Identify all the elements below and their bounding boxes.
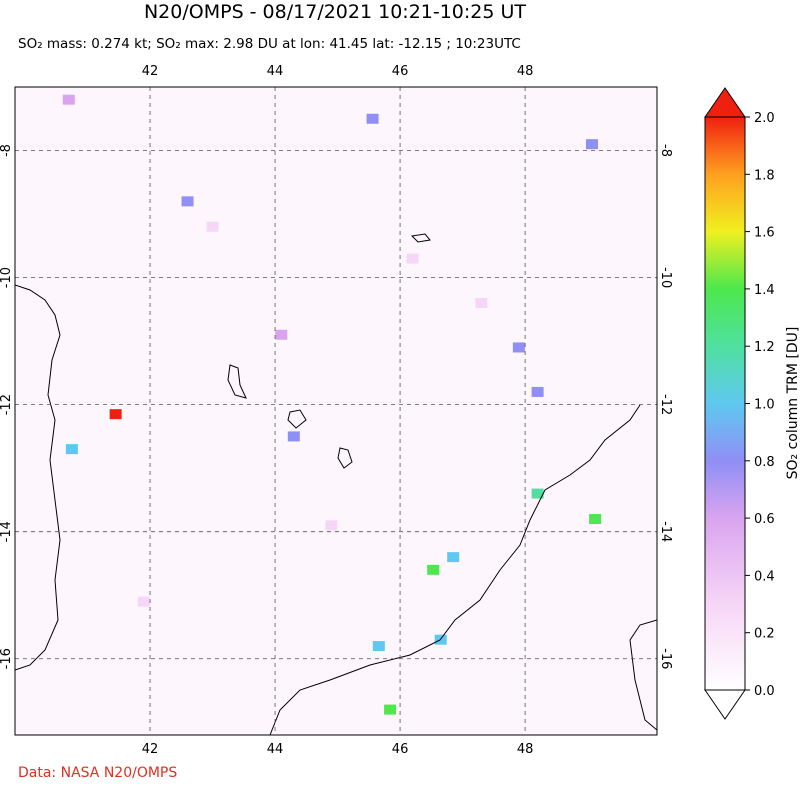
so2-pixel — [62, 94, 75, 105]
so2-pixel — [275, 329, 288, 340]
map-frame — [14, 86, 658, 736]
y-tick-label: -10 — [658, 267, 673, 288]
colorbar-tick-label: 1.8 — [754, 168, 775, 183]
colorbar-tick-label: 1.2 — [754, 340, 775, 355]
so2-pixel — [427, 564, 440, 575]
y-tick-label: -12 — [0, 394, 14, 415]
so2-pixel — [589, 514, 602, 524]
y-tick-label: -12 — [658, 394, 673, 415]
so2-pixel — [372, 641, 385, 652]
colorbar-tick-label: 0.2 — [754, 627, 775, 642]
y-tick-label: -14 — [658, 521, 673, 542]
colorbar-tick-label: 0.6 — [754, 512, 775, 527]
colorbar-tick-label: 0.0 — [754, 684, 775, 699]
x-tick-label: 44 — [267, 64, 284, 79]
x-tick-label: 48 — [517, 64, 534, 79]
coastlines — [15, 233, 657, 735]
so2-pixel — [406, 253, 419, 264]
x-tick-label: 48 — [517, 742, 534, 757]
x-tick-label: 42 — [142, 742, 159, 757]
so2-pixel — [206, 221, 219, 232]
title: N20/OMPS - 08/17/2021 10:21-10:25 UT — [144, 1, 526, 23]
y-tick-label: -8 — [0, 144, 14, 157]
colorbar-max-arrow — [704, 87, 746, 118]
colorbar-tick-label: 1.0 — [754, 398, 775, 413]
so2-pixel — [447, 552, 460, 563]
colorbar-tick-label: 0.4 — [754, 569, 775, 584]
so2-pixel — [475, 298, 488, 308]
so2-pixel — [287, 431, 300, 442]
so2-pixel — [531, 386, 544, 397]
y-tick-label: -14 — [0, 521, 14, 542]
map-layer — [62, 94, 602, 715]
so2-pixel — [109, 409, 122, 420]
x-tick-label: 46 — [392, 64, 409, 79]
so2-pixel — [137, 596, 150, 607]
so2-pixel — [65, 444, 78, 455]
colorbar-tick-label: 1.6 — [754, 226, 775, 241]
so2-pixel — [325, 520, 338, 531]
y-tick-label: -10 — [0, 267, 14, 288]
colorbar-tick-label: 0.8 — [754, 455, 775, 470]
map-background — [15, 87, 657, 735]
x-tick-label: 46 — [392, 742, 409, 757]
y-tick-label: -16 — [658, 648, 673, 669]
x-tick-label: 42 — [142, 64, 159, 79]
y-tick-label: -16 — [0, 648, 14, 669]
colorbar-min-arrow — [704, 689, 746, 720]
footer: Data: NASA N20/OMPS — [18, 765, 177, 781]
colorbar-label: SO₂ column TRM [DU] — [785, 327, 801, 480]
so2-pixel — [181, 196, 194, 207]
x-tick-label: 44 — [267, 742, 284, 757]
y-tick-label: -8 — [658, 144, 673, 157]
so2-pixel — [512, 342, 525, 353]
axes: 42 42 44 44 46 46 48 48 -8 -8 -10 -10 -12 -12 -14 -14 -1… — [0, 64, 673, 757]
so2-pixel — [366, 113, 379, 124]
so2-pixel — [585, 139, 598, 150]
colorbar — [704, 116, 746, 691]
so2-pixel — [384, 704, 397, 715]
colorbar-tick-label: 1.4 — [754, 283, 775, 298]
subtitle: SO₂ mass: 0.274 kt; SO₂ max: 2.98 DU at … — [18, 36, 521, 52]
colorbar-tick-label: 2.0 — [754, 111, 775, 126]
so2-pixel — [531, 488, 544, 499]
